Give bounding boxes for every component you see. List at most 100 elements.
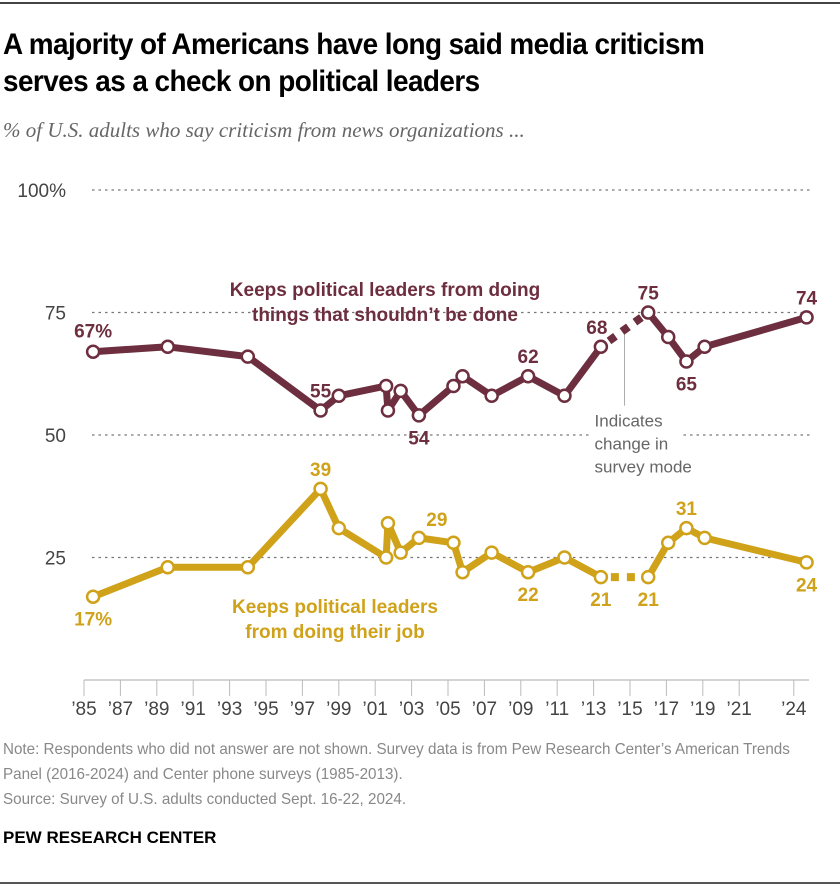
chart-title: A majority of Americans have long said m…: [3, 28, 705, 98]
line-segment: [335, 524, 390, 561]
data-point: [393, 545, 408, 560]
x-tick-label: ’03: [399, 699, 424, 720]
data-point: [380, 515, 396, 531]
data-label: 65: [676, 375, 698, 396]
data-label: 75: [638, 284, 660, 305]
x-tick-label: ’24: [781, 699, 807, 720]
x-tick-label: ’11: [545, 699, 569, 720]
line-segment: [164, 343, 252, 361]
data-label: 24: [796, 575, 818, 596]
x-tick-label: ’99: [326, 699, 351, 720]
data-label: 67%: [74, 322, 112, 343]
x-tick-label: ’95: [253, 699, 278, 720]
annotation-bg: [592, 432, 683, 455]
data-point: [378, 550, 394, 565]
x-tick-label: ’19: [690, 699, 715, 720]
data-point: [679, 520, 694, 536]
x-tick-label: ’17: [654, 699, 679, 720]
data-point: [240, 560, 256, 575]
x-tick-label: ’21: [727, 699, 752, 720]
series-keeps-from-job: [85, 481, 814, 604]
data-point: [160, 560, 175, 575]
data-point: [85, 589, 101, 604]
data-point: [697, 339, 712, 355]
data-label: 68: [586, 318, 607, 339]
data-point: [240, 349, 256, 364]
data-label: 21: [638, 590, 660, 611]
data-point: [679, 354, 694, 369]
data-point: [455, 368, 470, 384]
line-segment: [701, 313, 811, 351]
data-point: [378, 378, 394, 394]
data-label: 31: [676, 499, 698, 520]
annotation-text: Indicates: [595, 412, 663, 431]
data-point: [446, 378, 461, 394]
line-segment: [701, 534, 811, 566]
x-tick-label: ’87: [108, 699, 133, 720]
line-segment: [244, 353, 325, 414]
x-tick-label: ’13: [581, 699, 606, 720]
y-tick-label: 50: [45, 426, 66, 447]
line-segment: [89, 563, 172, 601]
mode-change-annotation: Indicates change in survey mode: [592, 333, 692, 478]
data-point: [380, 403, 396, 418]
series-label: Keeps political leaders: [232, 597, 438, 618]
data-point: [557, 550, 572, 565]
series-label: things that shouldn’t be done: [252, 305, 518, 326]
line-segment: [335, 382, 390, 400]
data-point: [799, 555, 814, 570]
annotation-bg: [592, 409, 683, 432]
y-tick-label: 75: [45, 304, 66, 325]
x-tick-label: ’15: [617, 699, 642, 720]
data-point: [640, 305, 656, 320]
data-label: 17%: [74, 610, 112, 631]
line-segment: [415, 382, 457, 419]
data-labels: Keeps political leaders from doing things…: [74, 280, 817, 643]
x-tick-label: ’01: [363, 699, 388, 720]
data-point: [313, 403, 328, 418]
data-point: [660, 329, 676, 345]
data-point: [640, 569, 656, 585]
data-label: 74: [796, 288, 818, 309]
series-label: from doing their job: [245, 622, 424, 643]
data-point: [85, 344, 101, 359]
data-point: [160, 339, 175, 355]
annotation-bg: [592, 455, 683, 478]
data-point: [520, 564, 536, 580]
data-label: 55: [310, 382, 332, 403]
source-text: Source: Survey of U.S. adults conducted …: [3, 791, 407, 808]
data-label: 39: [310, 460, 331, 481]
x-tick-label: ’07: [472, 699, 497, 720]
series-keeps-from-wrongdoing: [85, 305, 814, 423]
data-point: [411, 408, 427, 423]
x-tick-label: ’09: [508, 699, 533, 720]
gridlines: 100% 75 50 25: [17, 181, 810, 570]
data-point: [411, 530, 427, 546]
x-tick-label: ’97: [290, 699, 315, 720]
y-tick-label: 100%: [17, 181, 66, 202]
data-point: [593, 339, 609, 355]
brand-name: PEW RESEARCH CENTER: [3, 828, 217, 847]
data-point: [697, 530, 712, 546]
x-axis: ’85 ’87 ’89 ’91 ’93 ’95 ’97 ’99 ’01 ’03 ’05 ’07 ’09 ’…: [71, 679, 809, 720]
mode-change-segment: [598, 309, 651, 351]
data-label: 29: [426, 510, 447, 531]
data-point: [455, 564, 470, 580]
y-tick-label: 25: [45, 549, 66, 570]
data-point: [393, 383, 408, 399]
data-point: [446, 535, 461, 551]
data-point: [799, 310, 814, 325]
x-tick-label: ’91: [181, 699, 206, 720]
x-tick-label: ’85: [71, 699, 96, 720]
annotation-text: survey mode: [595, 458, 692, 477]
line-segment: [560, 343, 605, 400]
data-label: 62: [518, 347, 539, 368]
data-label: 22: [518, 585, 539, 606]
data-point: [331, 388, 347, 404]
annotation-text: change in: [595, 435, 669, 454]
data-point: [313, 481, 328, 497]
series-label: Keeps political leaders from doing: [230, 280, 540, 301]
series: [85, 305, 814, 604]
chart-note: Note: Respondents who did not answer are…: [3, 737, 792, 812]
x-tick-label: ’93: [217, 699, 242, 720]
